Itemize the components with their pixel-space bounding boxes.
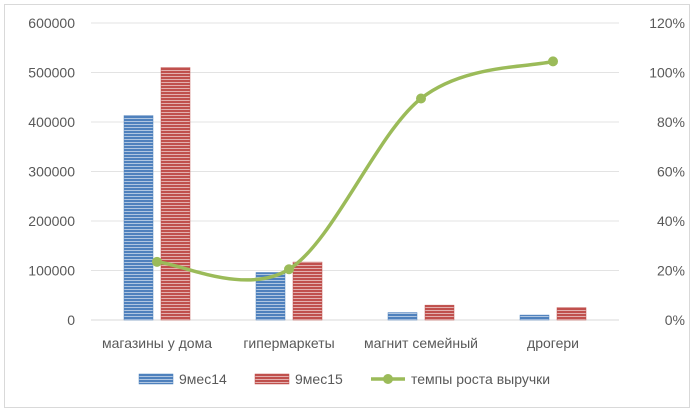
left-axis-tick-label: 200000: [28, 213, 75, 229]
line-marker: [548, 56, 558, 67]
right-axis-tick-label: 20%: [657, 263, 685, 279]
bar: [424, 304, 455, 321]
category-label: гипермаркеты: [243, 335, 334, 351]
right-axis-tick-label: 0%: [665, 312, 685, 328]
bar: [387, 312, 418, 321]
bar: [292, 261, 323, 321]
right-axis-tick-label: 40%: [657, 213, 685, 229]
left-axis-tick-label: 300000: [28, 164, 75, 180]
left-axis-tick-label: 400000: [28, 114, 75, 130]
category-label: магнит семейный: [364, 335, 478, 351]
right-axis-tick-label: 80%: [657, 114, 685, 130]
bar: [123, 115, 154, 321]
right-axis-tick-label: 100%: [649, 65, 685, 81]
left-axis-tick-label: 100000: [28, 263, 75, 279]
line-marker: [284, 264, 294, 275]
left-axis-tick-label: 0: [67, 312, 75, 328]
legend-label: 9мес14: [179, 371, 227, 387]
category-labels: магазины у дома гипермаркеты магнит семейн…: [102, 335, 579, 351]
category-label: магазины у дома: [102, 335, 212, 351]
left-axis-tick-label: 600000: [28, 15, 75, 31]
bar: [519, 314, 550, 321]
right-axis-tick-label: 120%: [649, 15, 685, 31]
chart-frame: 0 100000 200000 300000 400000 500000 600000 0%…: [4, 4, 690, 408]
legend: 9мес14 9мес15 темпы роста выручки: [138, 371, 550, 387]
category-label: дрогери: [527, 335, 579, 351]
legend-label: темпы роста выручки: [411, 371, 550, 387]
line-marker: [152, 256, 162, 267]
left-axis: 0 100000 200000 300000 400000 500000 600000: [28, 15, 75, 328]
chart-svg: 0 100000 200000 300000 400000 500000 600000 0%…: [28, 15, 685, 387]
left-axis-tick-label: 500000: [28, 65, 75, 81]
legend-marker: [383, 374, 393, 384]
line-series: [152, 56, 558, 282]
growth-line: [155, 59, 555, 282]
right-axis: 0% 20% 40% 60% 80% 100% 120%: [649, 15, 685, 328]
bar: [556, 307, 587, 321]
right-axis-tick-label: 60%: [657, 164, 685, 180]
bar: [160, 67, 191, 321]
legend-label: 9мес15: [295, 371, 343, 387]
line-marker: [416, 93, 426, 104]
bar: [255, 272, 286, 321]
legend-swatch: [138, 373, 174, 385]
bar-series: [123, 67, 587, 321]
legend-swatch: [254, 373, 290, 385]
